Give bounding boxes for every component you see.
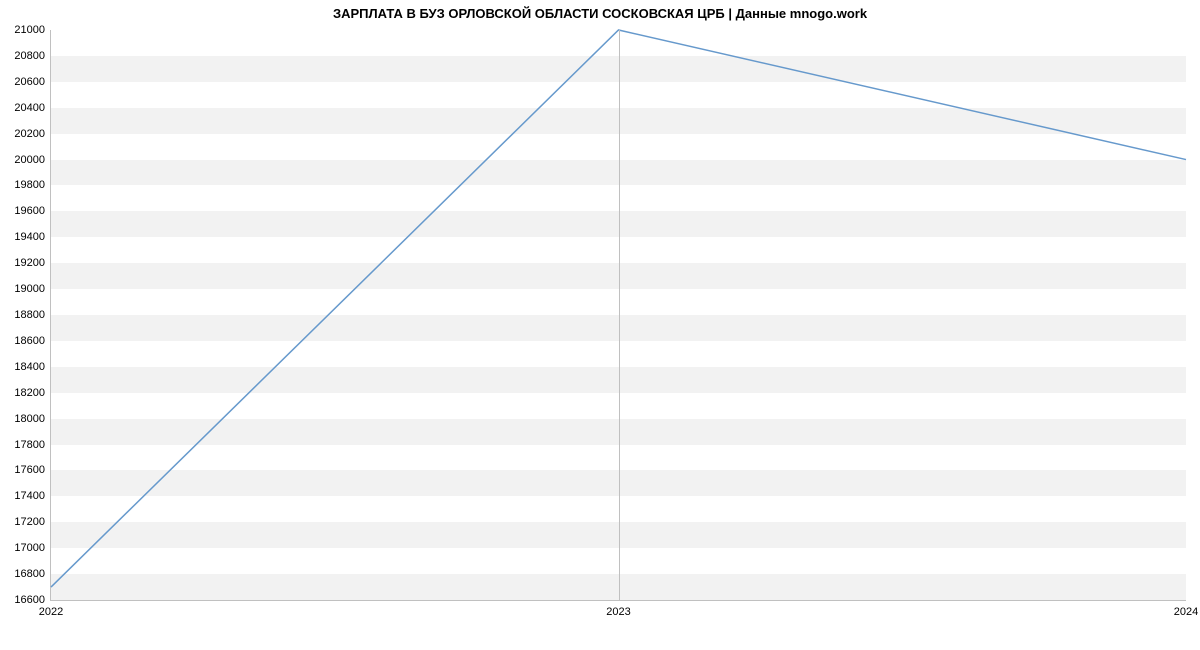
y-tick-label: 19800 <box>14 179 45 191</box>
y-tick-label: 17400 <box>14 490 45 502</box>
y-tick-label: 16800 <box>14 568 45 580</box>
y-tick-label: 17800 <box>14 439 45 451</box>
y-tick-label: 20000 <box>14 154 45 166</box>
y-tick-label: 18000 <box>14 413 45 425</box>
x-tick-label: 2024 <box>1174 606 1198 618</box>
y-tick-label: 17200 <box>14 516 45 528</box>
y-tick-label: 20800 <box>14 50 45 62</box>
y-tick-label: 21000 <box>14 24 45 36</box>
y-tick-label: 18400 <box>14 361 45 373</box>
y-tick-label: 18800 <box>14 309 45 321</box>
y-tick-label: 19200 <box>14 257 45 269</box>
x-gridline <box>619 30 620 600</box>
y-tick-label: 19400 <box>14 231 45 243</box>
y-tick-label: 20600 <box>14 76 45 88</box>
y-tick-label: 19000 <box>14 283 45 295</box>
chart-title: ЗАРПЛАТА В БУЗ ОРЛОВСКОЙ ОБЛАСТИ СОСКОВС… <box>0 6 1200 21</box>
y-tick-label: 20200 <box>14 128 45 140</box>
y-tick-label: 18200 <box>14 387 45 399</box>
salary-line-chart: ЗАРПЛАТА В БУЗ ОРЛОВСКОЙ ОБЛАСТИ СОСКОВС… <box>0 0 1200 650</box>
y-tick-label: 20400 <box>14 102 45 114</box>
y-tick-label: 16600 <box>14 594 45 606</box>
y-tick-label: 17600 <box>14 464 45 476</box>
x-tick-label: 2023 <box>606 606 630 618</box>
y-tick-label: 19600 <box>14 205 45 217</box>
y-tick-label: 18600 <box>14 335 45 347</box>
x-tick-label: 2022 <box>39 606 63 618</box>
plot-area: 1660016800170001720017400176001780018000… <box>50 30 1186 601</box>
y-tick-label: 17000 <box>14 542 45 554</box>
